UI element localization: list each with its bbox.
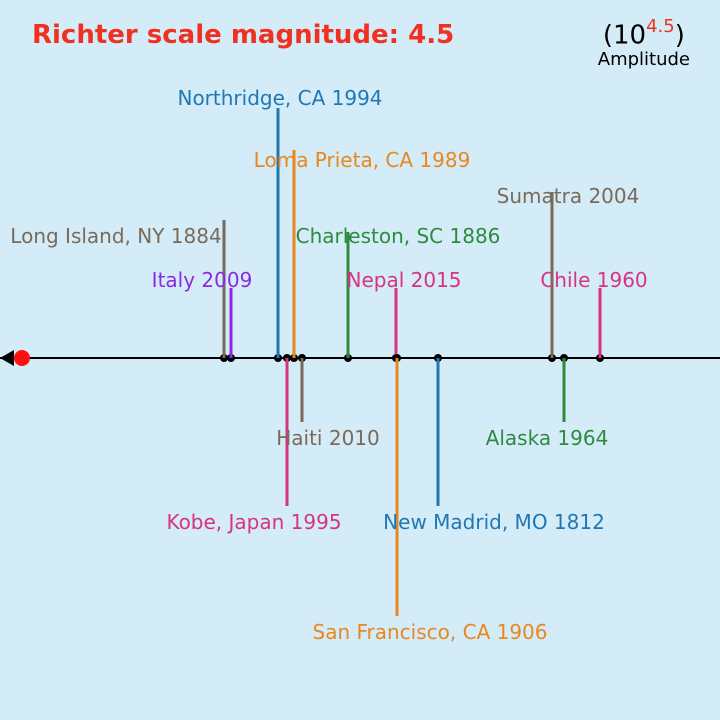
event-label: Nepal 2015: [346, 268, 461, 292]
event-label: Haiti 2010: [276, 426, 380, 450]
richter-diagram: Richter scale magnitude: 4.5 (104.5) Amp…: [0, 0, 720, 720]
event-label: New Madrid, MO 1812: [383, 510, 605, 534]
event-stem: [437, 358, 440, 506]
event-label: Sumatra 2004: [497, 184, 640, 208]
amplitude-exponent: 4.5: [646, 16, 675, 37]
title-prefix: Richter scale magnitude:: [32, 20, 408, 50]
event-label: Alaska 1964: [486, 426, 609, 450]
number-line-axis: [0, 357, 720, 359]
event-stem: [230, 288, 233, 358]
event-stem: [599, 288, 602, 358]
amplitude-base: 10: [613, 21, 646, 51]
title-value: 4.5: [408, 20, 454, 50]
amplitude-expr: (104.5): [598, 18, 690, 51]
event-label: Chile 1960: [540, 268, 647, 292]
event-stem: [347, 232, 350, 358]
page-title: Richter scale magnitude: 4.5: [32, 20, 454, 50]
current-magnitude-marker: [14, 350, 30, 366]
event-stem: [395, 288, 398, 358]
event-label: Charleston, SC 1886: [296, 224, 501, 248]
event-stem: [293, 150, 296, 358]
event-label: San Francisco, CA 1906: [312, 620, 547, 644]
event-stem: [396, 358, 399, 616]
amplitude-word: Amplitude: [598, 49, 690, 70]
event-stem: [563, 358, 566, 422]
event-label: Long Island, NY 1884: [10, 224, 221, 248]
event-label: Loma Prieta, CA 1989: [254, 148, 471, 172]
event-label: Northridge, CA 1994: [177, 86, 382, 110]
event-stem: [301, 358, 304, 422]
event-stem: [277, 108, 280, 358]
amplitude-label: (104.5) Amplitude: [598, 18, 690, 70]
event-label: Italy 2009: [152, 268, 253, 292]
event-label: Kobe, Japan 1995: [166, 510, 341, 534]
